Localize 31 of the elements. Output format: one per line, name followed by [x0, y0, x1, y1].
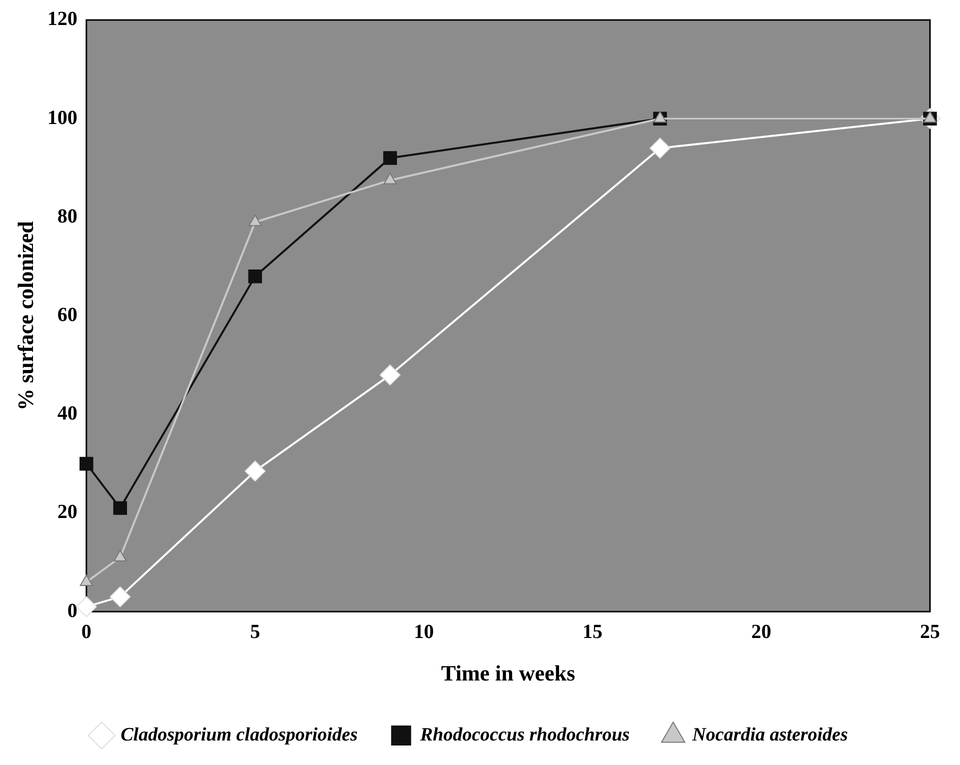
x-tick-label: 25 — [920, 620, 940, 643]
legend-label: Rhodococcus rhodochrous — [419, 724, 630, 746]
y-tick-label: 40 — [57, 402, 78, 425]
y-tick-label: 80 — [57, 205, 78, 228]
x-tick-label: 0 — [81, 620, 92, 643]
x-tick-label: 5 — [250, 620, 260, 643]
point — [110, 586, 131, 608]
point — [248, 269, 262, 284]
point — [80, 456, 94, 471]
x-tick-label: 10 — [414, 620, 434, 643]
point — [383, 151, 397, 165]
x-axis-title: Time in weeks — [441, 660, 576, 686]
y-axis-title: % surface colonized — [12, 221, 38, 411]
point — [380, 364, 401, 386]
point — [76, 596, 97, 618]
point — [384, 172, 397, 184]
y-tick-label: 120 — [47, 8, 78, 30]
y-tick-label: 20 — [57, 501, 78, 524]
x-tick-label: 20 — [751, 620, 772, 643]
legend-label: Nocardia asteroides — [691, 724, 848, 746]
point — [113, 501, 128, 515]
y-tick-label: 100 — [47, 106, 78, 129]
point — [653, 111, 667, 123]
x-tick-label: 15 — [582, 620, 603, 643]
y-tick-label: 60 — [57, 304, 78, 326]
point — [244, 460, 266, 482]
point — [650, 138, 671, 159]
y-tick-label: 0 — [67, 600, 78, 622]
legend-label: Cladosporium cladosporioides — [120, 724, 358, 746]
point — [80, 574, 93, 586]
point — [248, 214, 262, 226]
